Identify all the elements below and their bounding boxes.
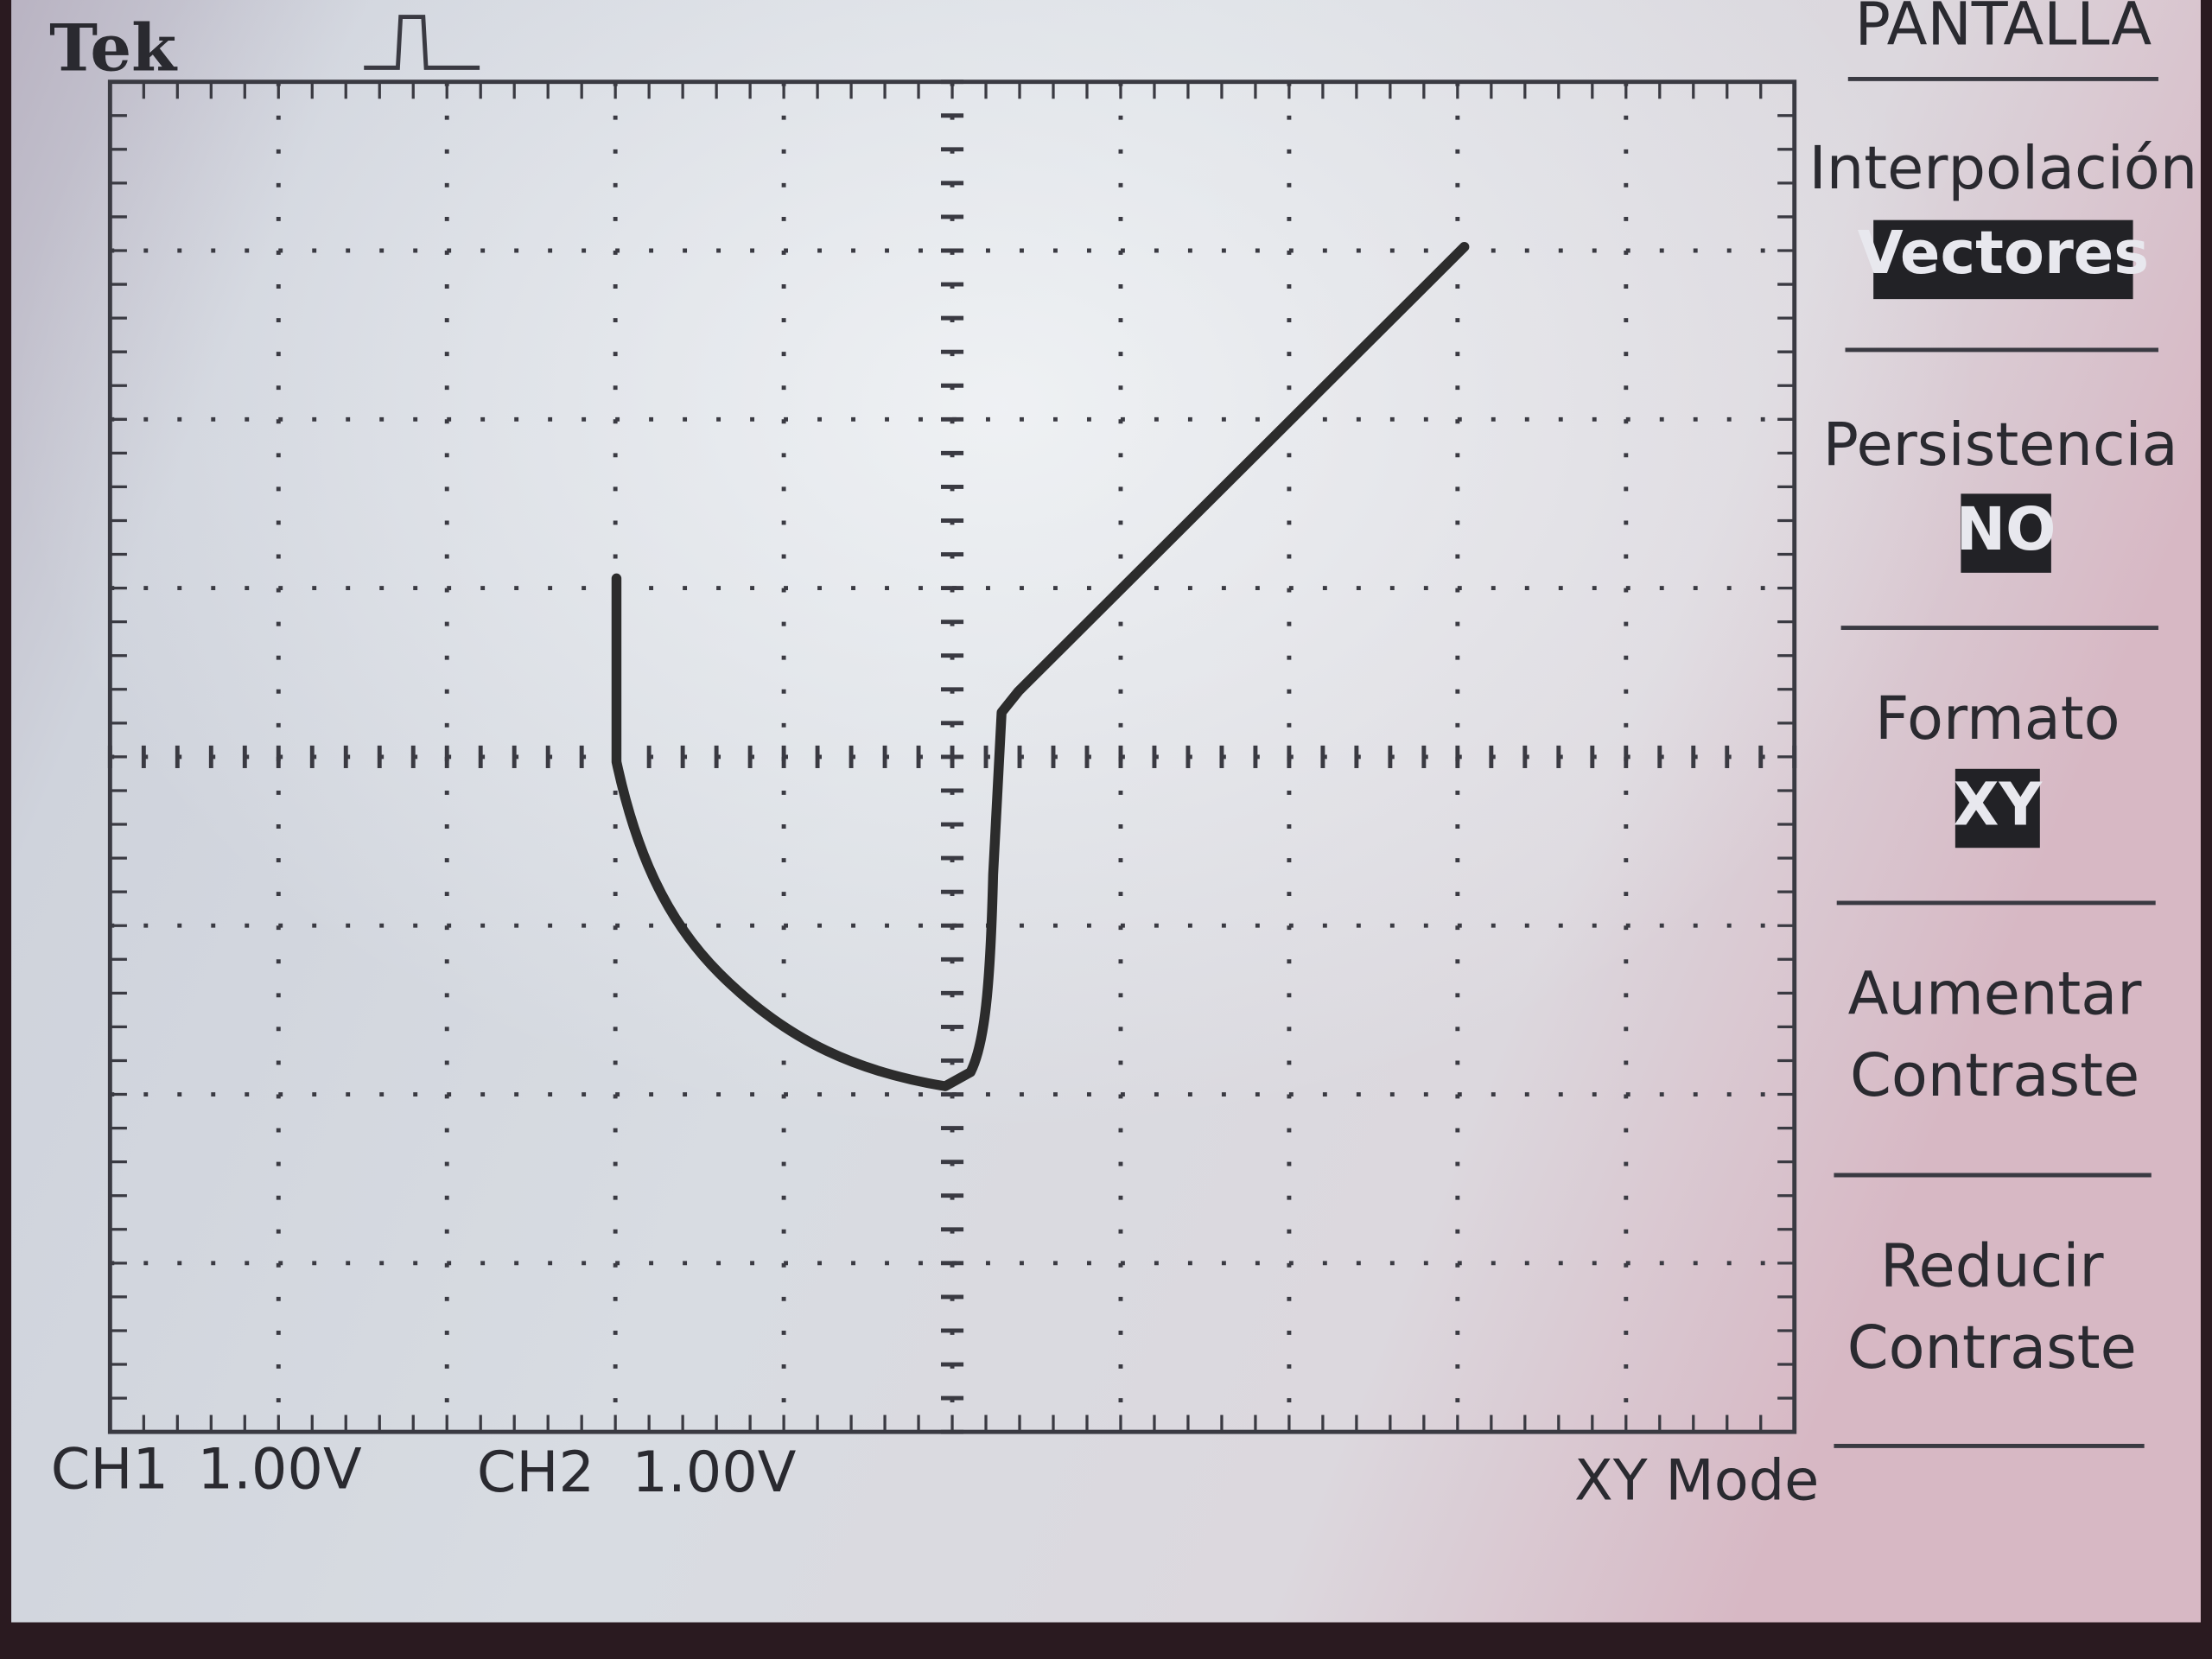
- menu-value[interactable]: XY: [1954, 771, 2044, 840]
- channel-scale: 1.00V: [632, 1440, 796, 1505]
- menu-label[interactable]: Formato: [1875, 684, 2120, 753]
- mode: XY Mode: [1574, 1448, 1819, 1514]
- menu-label[interactable]: Contraste: [1850, 1041, 2139, 1110]
- menu-label[interactable]: Reducir: [1880, 1231, 2104, 1300]
- value-box: [1961, 493, 2051, 573]
- menu-title: PANTALLA: [1855, 0, 2152, 60]
- glare: [11, 0, 2201, 1623]
- menu-value[interactable]: NO: [1956, 495, 2056, 564]
- value-box: [1873, 219, 2133, 300]
- menu-label[interactable]: Aumentar: [1848, 959, 2143, 1028]
- xy-trace: [611, 242, 1470, 1091]
- menu-label[interactable]: Contraste: [1847, 1313, 2137, 1382]
- brand: Tek: [49, 10, 178, 86]
- channel-scale: 1.00V: [198, 1437, 362, 1503]
- channel-name: CH2: [477, 1440, 594, 1505]
- trigger-icon: [364, 15, 480, 70]
- menu-label[interactable]: Persistencia: [1823, 410, 2178, 480]
- menu-value[interactable]: Vectores: [1858, 219, 2149, 288]
- channel-name: CH1: [51, 1437, 168, 1503]
- value-box: [1955, 768, 2040, 849]
- menu-label[interactable]: Interpolación: [1809, 134, 2198, 203]
